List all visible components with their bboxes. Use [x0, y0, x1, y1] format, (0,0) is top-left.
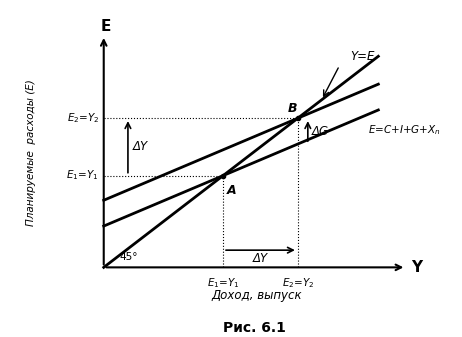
Text: $E_1$=$Y_1$: $E_1$=$Y_1$ [207, 276, 239, 290]
Text: E: E [101, 19, 111, 34]
Text: A: A [227, 184, 237, 197]
Text: Рис. 6.1: Рис. 6.1 [223, 321, 286, 335]
Text: ΔY: ΔY [133, 141, 148, 153]
Text: Доход, выпуск: Доход, выпуск [212, 289, 302, 302]
Text: B: B [288, 102, 297, 115]
Text: ΔY: ΔY [253, 252, 268, 265]
Text: Планируемые  расходы (Е): Планируемые расходы (Е) [26, 79, 36, 226]
Text: $E_1$=$Y_1$: $E_1$=$Y_1$ [67, 169, 99, 183]
Text: Y: Y [411, 260, 422, 275]
Text: $E_2$=$Y_2$: $E_2$=$Y_2$ [67, 111, 99, 125]
Text: E=C+I+G+X$_n$: E=C+I+G+X$_n$ [368, 123, 441, 136]
Text: $E_2$=$Y_2$: $E_2$=$Y_2$ [281, 276, 314, 290]
Text: 45°: 45° [120, 252, 138, 262]
Text: ΔG: ΔG [312, 125, 329, 137]
Text: Y=E: Y=E [351, 50, 375, 63]
